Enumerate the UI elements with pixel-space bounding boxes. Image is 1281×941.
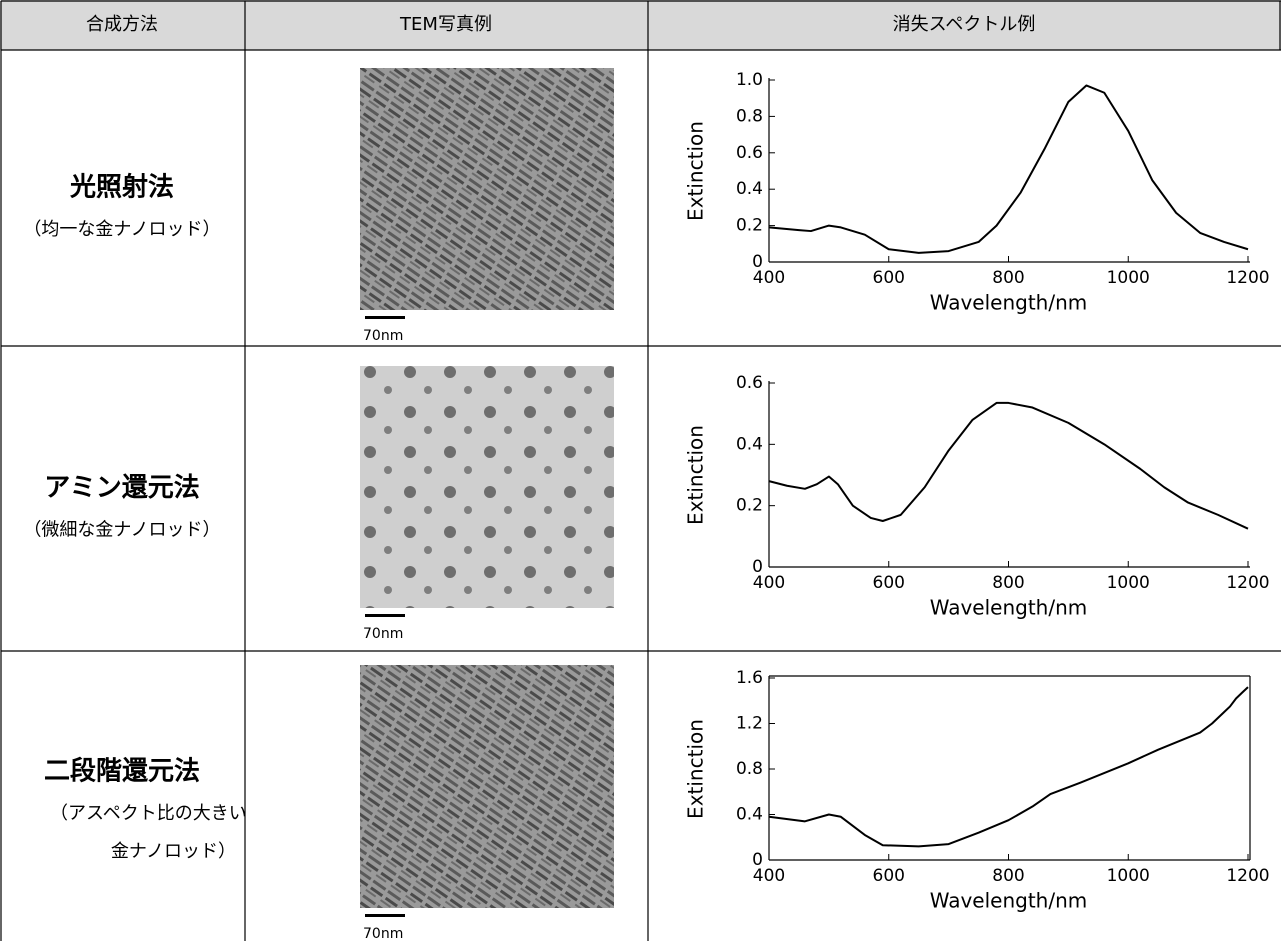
page: 合成方法 TEM写真例 消失スペクトル例 光照射法 （均一な金ナノロッド） 70nm…	[0, 0, 1281, 941]
y-tick-label: 0.8	[736, 106, 763, 126]
x-axis-label: Wavelength/nm	[930, 596, 1088, 620]
scale-bar	[365, 614, 405, 617]
y-tick-label: 0.8	[736, 759, 763, 779]
x-tick-label: 1000	[1107, 573, 1150, 593]
x-tick-label: 1000	[1107, 866, 1150, 886]
header-bg	[0, 0, 1281, 50]
y-tick-label: 0.4	[736, 179, 763, 199]
header-cell: TEM写真例	[399, 14, 492, 35]
method-name: 光照射法	[69, 173, 174, 203]
x-tick-label: 800	[992, 268, 1024, 288]
y-axis-label: Extinction	[684, 425, 708, 525]
x-tick-label: 400	[753, 573, 785, 593]
y-tick-label: 0.6	[736, 143, 763, 163]
y-axis-label: Extinction	[684, 719, 708, 819]
method-name: アミン還元法	[44, 473, 199, 503]
y-tick-label: 0.2	[736, 216, 763, 236]
spectrum-line	[769, 85, 1248, 252]
header-cell: 合成方法	[86, 14, 158, 35]
scale-label: 70nm	[363, 626, 403, 642]
y-axis-label: Extinction	[684, 121, 708, 221]
y-tick-label: 0.4	[736, 805, 763, 825]
x-tick-label: 400	[753, 268, 785, 288]
x-axis-label: Wavelength/nm	[930, 291, 1088, 315]
scale-bar	[365, 316, 405, 319]
scale-label: 70nm	[363, 926, 403, 941]
method-name: 二段階還元法	[44, 756, 200, 787]
x-tick-label: 600	[873, 573, 905, 593]
tem-image	[360, 665, 614, 908]
y-tick-label: 0.6	[736, 373, 763, 393]
x-tick-label: 600	[873, 268, 905, 288]
x-tick-label: 600	[873, 866, 905, 886]
method-note: （均一な金ナノロッド）	[23, 219, 220, 240]
header-cell: 消失スペクトル例	[893, 14, 1036, 35]
tem-image	[360, 366, 614, 608]
tem-image	[360, 68, 614, 310]
x-axis-label: Wavelength/nm	[930, 889, 1088, 913]
x-tick-label: 1200	[1226, 268, 1269, 288]
table-grid	[1, 1, 1281, 941]
scale-label: 70nm	[363, 328, 403, 344]
x-tick-label: 800	[992, 866, 1024, 886]
x-tick-label: 400	[753, 866, 785, 886]
y-tick-label: 1.6	[736, 668, 763, 688]
x-tick-label: 1200	[1226, 866, 1269, 886]
y-tick-label: 0.2	[736, 496, 763, 516]
method-note: （微細な金ナノロッド）	[23, 520, 220, 541]
scale-bar	[365, 914, 405, 917]
spectrum-line	[769, 687, 1248, 846]
y-tick-label: 1.0	[736, 70, 763, 90]
spectrum-line	[769, 403, 1248, 529]
x-tick-label: 1000	[1107, 268, 1150, 288]
x-tick-label: 1200	[1226, 573, 1269, 593]
y-tick-label: 1.2	[736, 714, 763, 734]
method-note: （アスペクト比の大きい	[50, 803, 247, 824]
method-note: 金ナノロッド）	[111, 841, 236, 862]
y-tick-label: 0.4	[736, 434, 763, 454]
x-tick-label: 800	[992, 573, 1024, 593]
